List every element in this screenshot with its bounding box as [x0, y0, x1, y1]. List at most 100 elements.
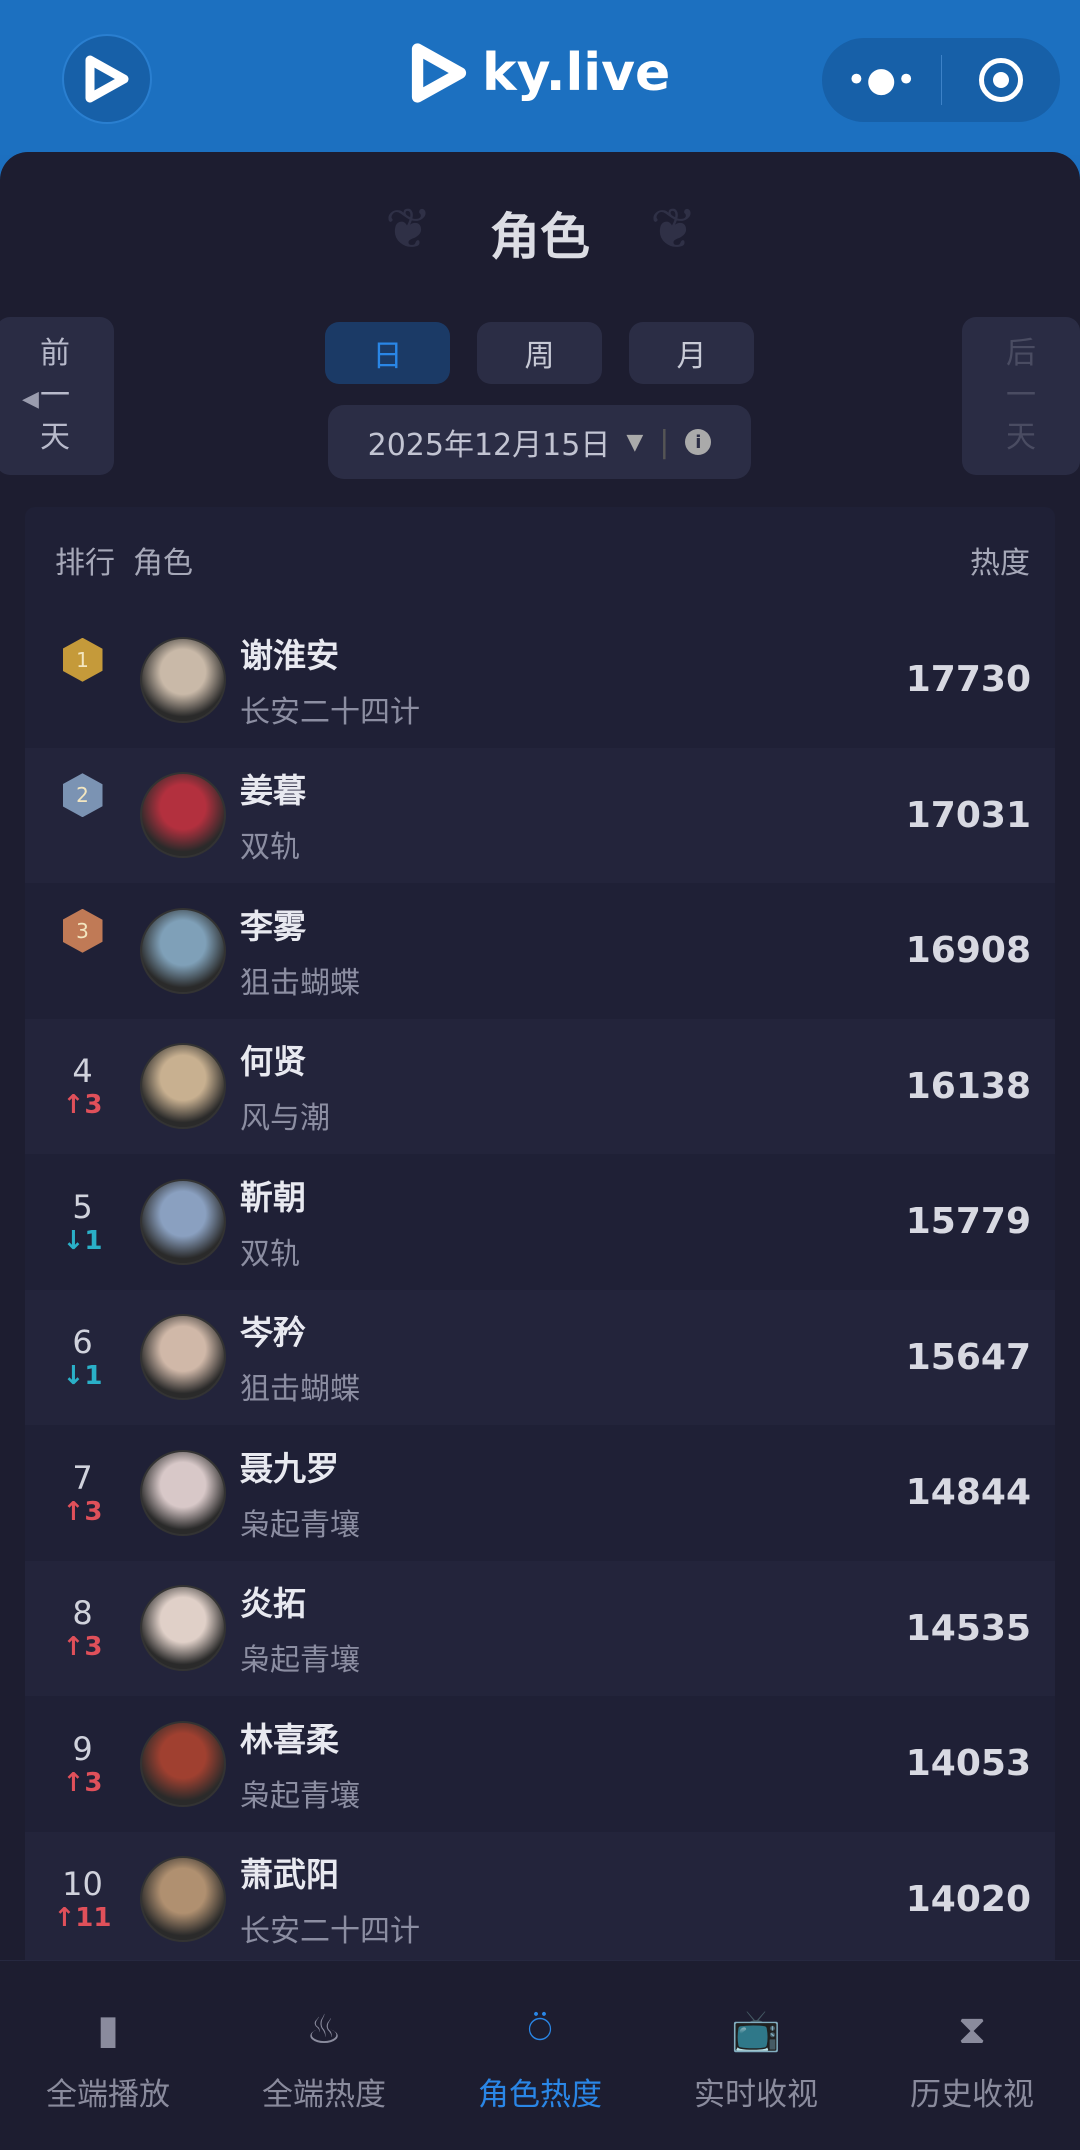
role-name: 姜暮 — [240, 771, 306, 811]
heat-value: 14020 — [905, 1878, 1031, 1920]
col-heat: 热度 — [970, 545, 1030, 581]
more-button[interactable]: •●• — [822, 38, 941, 122]
table-row[interactable]: 6 ↓1 岑矜 狙击蝴蝶 15647 — [25, 1289, 1055, 1425]
nav-label: 实时收视 — [694, 2077, 818, 2113]
role-info: 岑矜 狙击蝴蝶 — [240, 1306, 906, 1408]
rank-medal-icon: 3 — [62, 908, 103, 953]
nav-label: 角色热度 — [478, 2077, 602, 2113]
tab-week[interactable]: 周 — [477, 322, 602, 384]
table-row[interactable]: 10 ↑11 萧武阳 长安二十四计 14020 — [25, 1831, 1055, 1967]
rank-cell: 5 ↓1 — [25, 1188, 140, 1256]
show-title: 风与潮 — [240, 1101, 330, 1137]
role-name: 炎拓 — [240, 1584, 306, 1624]
table-row[interactable]: 4 ↑3 何贤 风与潮 16138 — [25, 1018, 1055, 1154]
role-name: 何贤 — [240, 1042, 306, 1082]
period-tabs: 日 周 月 — [325, 322, 754, 384]
role-info: 萧武阳 长安二十四计 — [240, 1848, 906, 1950]
prev-day-label: 天 — [40, 420, 70, 455]
date-picker[interactable]: 2025年12月15日 ▼ | i — [328, 405, 751, 479]
rank-change-down: ↓1 — [62, 1361, 103, 1392]
rank-cell: 8 ↑3 — [25, 1594, 140, 1662]
rank-number: 2 — [76, 783, 89, 808]
page-title: 角色 — [490, 208, 590, 266]
phone-icon: ▮ — [96, 2007, 119, 2053]
laurel-right-icon: ❦ — [650, 197, 697, 262]
more-dots-icon: •●• — [846, 60, 917, 100]
show-title: 双轨 — [240, 1236, 300, 1272]
rank-change-up: ↑3 — [62, 1496, 103, 1527]
rank-change-up: ↑3 — [62, 1767, 103, 1798]
caret-down-icon: ▼ — [626, 429, 644, 455]
role-info: 谢淮安 长安二十四计 — [240, 629, 906, 731]
role-info: 聂九罗 枭起青壤 — [240, 1442, 906, 1544]
next-day-button[interactable]: 后 一 天 — [962, 317, 1080, 475]
table-row[interactable]: 3 李雾 狙击蝴蝶 16908 — [25, 883, 1055, 1019]
heat-value: 17031 — [905, 794, 1031, 836]
avatar — [140, 772, 226, 859]
rank-cell: 4 ↑3 — [25, 1052, 140, 1120]
ranking-table: 排行 角色 热度 1 谢淮安 长安二十四计 17730 2 姜暮 双轨 17031 3 … — [25, 507, 1055, 1967]
table-row[interactable]: 7 ↑3 聂九罗 枭起青壤 14844 — [25, 1425, 1055, 1561]
table-row[interactable]: 1 谢淮安 长安二十四计 17730 — [25, 612, 1055, 748]
rank-number: 7 — [72, 1458, 93, 1497]
info-icon[interactable]: i — [685, 429, 712, 455]
mini-program-capsule: •●• — [822, 38, 1060, 122]
table-row[interactable]: 8 ↑3 炎拓 枭起青壤 14535 — [25, 1560, 1055, 1696]
nav-item-4[interactable]: ⧗ 历史收视 — [864, 1961, 1080, 2150]
tab-month[interactable]: 月 — [629, 322, 754, 384]
avatar — [140, 1178, 226, 1265]
close-button[interactable] — [942, 38, 1061, 122]
caret-left-icon: ◀ — [22, 387, 39, 412]
role-name: 谢淮安 — [240, 635, 339, 675]
rank-cell: 6 ↓1 — [25, 1323, 140, 1391]
avatar — [140, 636, 226, 723]
table-row[interactable]: 2 姜暮双轨 17031 — [25, 747, 1055, 883]
show-title: 狙击蝴蝶 — [240, 965, 360, 1001]
divider — [940, 55, 942, 105]
laurel-left-icon: ❦ — [385, 197, 432, 262]
rank-number: 3 — [76, 918, 89, 943]
nav-item-2[interactable]: ⍥ 角色热度 — [432, 1961, 648, 2150]
flame-icon: ♨ — [306, 2007, 342, 2053]
show-title: 枭起青壤 — [240, 1778, 360, 1814]
prev-day-label: 前 — [40, 336, 70, 371]
avatar — [140, 1720, 226, 1807]
brand-name: ky.live — [482, 43, 671, 103]
user-icon: ⍥ — [528, 2007, 552, 2053]
col-rank: 排行 — [55, 545, 115, 581]
tv-icon: 📺 — [731, 2007, 781, 2054]
role-name: 萧武阳 — [240, 1855, 339, 1895]
rank-cell: 3 — [25, 908, 140, 953]
heat-value: 14844 — [905, 1472, 1031, 1514]
avatar — [140, 1856, 226, 1943]
next-day-label: 后 — [1006, 336, 1036, 371]
prev-day-button[interactable]: 前 一 天 ◀ — [0, 317, 114, 475]
role-info: 靳朝 双轨 — [240, 1171, 906, 1273]
show-title: 双轨 — [240, 830, 300, 866]
table-row[interactable]: 9 ↑3 林喜柔枭起青壤 14053 — [25, 1696, 1055, 1832]
date-value: 2025年12月15日 — [367, 428, 611, 463]
heat-value: 14053 — [905, 1743, 1031, 1785]
rank-change-up: ↑3 — [62, 1632, 103, 1663]
show-title: 长安二十四计 — [240, 694, 420, 730]
table-row[interactable]: 5 ↓1 靳朝 双轨 15779 — [25, 1154, 1055, 1290]
rank-change-up: ↑3 — [62, 1090, 103, 1121]
prev-day-label: 一 — [40, 378, 70, 413]
rank-number: 4 — [72, 1052, 93, 1091]
rank-number: 9 — [72, 1729, 93, 1768]
avatar — [140, 1585, 226, 1672]
ky-logo-icon — [411, 43, 467, 103]
role-name: 林喜柔 — [240, 1719, 339, 1759]
rank-change-up: ↑11 — [53, 1903, 112, 1934]
tab-day[interactable]: 日 — [325, 322, 450, 384]
show-title: 枭起青壤 — [240, 1643, 360, 1679]
nav-item-1[interactable]: ♨ 全端热度 — [216, 1961, 432, 2150]
nav-item-3[interactable]: 📺 实时收视 — [648, 1961, 864, 2150]
rank-medal-icon: 2 — [62, 773, 103, 818]
home-button[interactable] — [62, 34, 152, 124]
rank-number: 10 — [62, 1865, 103, 1904]
rank-cell: 1 — [25, 637, 140, 682]
nav-item-0[interactable]: ▮ 全端播放 — [0, 1961, 216, 2150]
rank-cell: 9 ↑3 — [25, 1730, 140, 1798]
hourglass-tv-icon: ⧗ — [957, 2007, 987, 2053]
